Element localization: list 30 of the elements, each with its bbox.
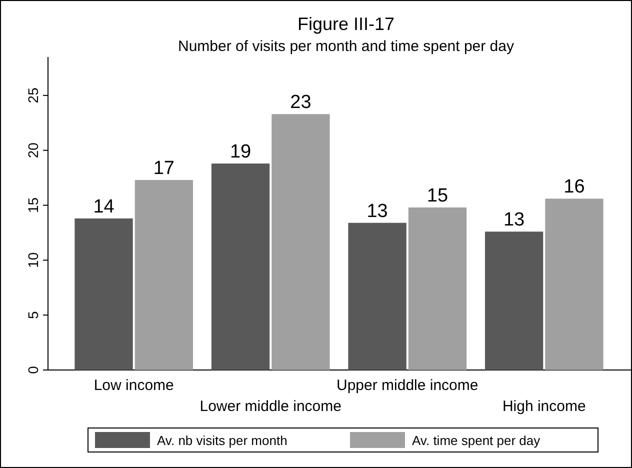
chart-title: Figure III-17 [297,14,395,34]
x-tick-label: Low income [94,377,174,394]
bar [348,222,406,370]
bar [408,207,467,370]
x-tick-label: Upper middle income [336,377,478,394]
bar [484,232,544,370]
data-label: 23 [290,92,312,114]
data-label: 15 [426,185,448,206]
legend-label: Av. time spent per day [412,433,541,448]
y-tick-label: 20 [25,142,41,158]
data-label: 19 [230,142,252,163]
data-label: 14 [93,196,115,218]
data-label: 16 [564,176,585,198]
legend-label: Av. nb visits per month [157,433,288,448]
chart-subtitle: Number of visits per month and time spent per day [178,38,514,55]
y-tick-label: 5 [25,310,41,319]
bar [545,198,604,370]
y-tick-label: 25 [25,87,41,104]
x-tick-label: Lower middle income [200,398,342,415]
x-tick-label: High income [502,398,586,415]
bar [74,218,133,370]
y-tick-label: 0 [25,366,41,374]
data-label: 13 [503,210,525,231]
data-label: 17 [153,158,175,180]
bar [134,180,194,370]
bar [211,164,270,370]
y-tick-label: 10 [25,252,41,268]
data-label: 13 [366,200,388,222]
bar [272,114,330,370]
y-tick-label: 15 [25,197,41,214]
